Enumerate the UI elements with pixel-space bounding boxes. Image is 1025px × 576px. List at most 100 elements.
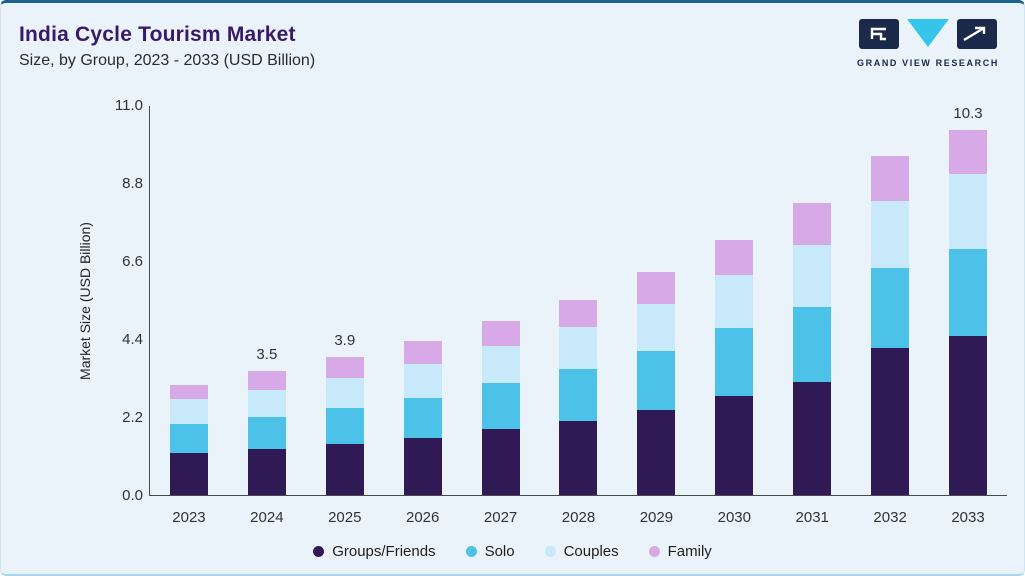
segment-family-2024: [247, 370, 286, 391]
segment-groups-friends-2024: [247, 448, 286, 495]
segment-couples-2027: [481, 346, 520, 384]
segment-couples-2033: [949, 174, 988, 249]
bar-slot-2028: 2028: [540, 106, 618, 526]
segment-couples-2025: [325, 378, 364, 409]
x-tick-2024: 2024: [250, 509, 284, 526]
bar-slot-2027: 2027: [462, 106, 540, 526]
segment-family-2031: [793, 202, 832, 245]
segment-solo-2023: [169, 424, 208, 453]
segment-groups-friends-2025: [325, 443, 364, 495]
bar-value-label-2033: 10.3: [953, 104, 983, 122]
segment-couples-2028: [559, 326, 598, 370]
y-tick-4.4: 4.4: [122, 331, 143, 348]
stacked-bar-2033: [949, 129, 988, 495]
segment-family-2032: [871, 156, 910, 201]
legend-dot-groups-friends-icon: [313, 546, 325, 557]
bar-slot-2029: 2029: [617, 106, 695, 526]
stacked-bar-2032: [871, 156, 910, 495]
bar-slot-2031: 2031: [773, 106, 851, 526]
x-tick-2026: 2026: [405, 509, 440, 526]
segment-family-2026: [403, 340, 442, 364]
segment-solo-2030: [715, 328, 754, 396]
segment-family-2023: [169, 385, 208, 400]
x-tick-2030: 2030: [717, 509, 751, 526]
stacked-bar-2024: [247, 370, 286, 495]
chart-title: India Cycle Tourism Market: [19, 23, 296, 46]
legend-dot-couples-icon: [544, 546, 556, 557]
bar-slot-2032: 2032: [851, 106, 929, 526]
bar-slot-2025: 3.9 2025: [306, 106, 384, 526]
segment-solo-2032: [871, 268, 910, 348]
legend-label-family: Family: [667, 543, 712, 560]
segment-couples-2024: [247, 390, 286, 418]
stacked-bar-2027: [481, 321, 520, 495]
segment-groups-friends-2031: [793, 381, 832, 495]
segment-couples-2032: [871, 200, 910, 269]
bar-value-label-2025: 3.9: [334, 331, 356, 349]
legend-item-couples: Couples: [544, 543, 619, 560]
logo-text: GRAND VIEW RESEARCH: [857, 58, 999, 68]
stacked-bar-2028: [559, 300, 598, 495]
stacked-bar-2031: [793, 202, 832, 495]
legend: Groups/Friends Solo Couples Family: [1, 543, 1024, 560]
chart-subtitle: Size, by Group, 2023 - 2033 (USD Billion…: [19, 52, 316, 69]
segment-couples-2029: [637, 303, 676, 352]
segment-solo-2029: [637, 351, 676, 410]
segment-solo-2031: [793, 307, 832, 382]
y-tick-2.2: 2.2: [122, 409, 143, 426]
segment-family-2028: [559, 300, 598, 327]
legend-dot-solo-icon: [465, 546, 477, 557]
bar-slot-2030: 2030: [695, 106, 773, 526]
segment-groups-friends-2029: [637, 409, 676, 495]
legend-item-groups-friends: Groups/Friends: [313, 543, 436, 560]
chart-header: India Cycle Tourism Market Size, by Grou…: [19, 23, 315, 70]
segment-couples-2031: [793, 245, 832, 307]
segment-couples-2026: [403, 363, 442, 398]
plot-area: 2023 3.5 2024 3.9 2025 2026 2027 2028 2029 2030 20…: [149, 104, 1007, 526]
segment-couples-2023: [169, 399, 208, 425]
segment-groups-friends-2027: [481, 429, 520, 495]
stacked-bar-2023: [169, 385, 208, 495]
segment-solo-2027: [481, 383, 520, 430]
gvr-logo-marks-icon: [859, 19, 997, 49]
stacked-bar-2025: [325, 356, 364, 495]
y-tick-6.6: 6.6: [122, 253, 143, 270]
stacked-bar-2029: [637, 271, 676, 495]
bar-slot-2033: 10.3 2033: [929, 104, 1007, 526]
segment-groups-friends-2026: [403, 438, 442, 495]
segment-family-2029: [637, 271, 676, 304]
x-tick-2025: 2025: [328, 509, 362, 526]
segment-solo-2028: [559, 369, 598, 421]
segment-family-2030: [715, 239, 754, 276]
bar-slot-2026: 2026: [384, 106, 462, 526]
y-tick-11.0: 11.0: [114, 97, 143, 114]
y-axis-ticks: 0.0 2.2 4.4 6.6 8.8 11.0: [97, 97, 143, 504]
bar-value-label-2024: 3.5: [256, 345, 278, 363]
stacked-bar-2026: [403, 340, 442, 495]
bar-slot-2023: 2023: [150, 106, 228, 526]
segment-family-2025: [325, 356, 364, 379]
segment-family-2033: [949, 129, 988, 175]
segment-family-2027: [481, 321, 520, 347]
x-tick-2028: 2028: [561, 509, 596, 526]
segment-solo-2025: [325, 408, 364, 444]
x-tick-2029: 2029: [639, 509, 674, 526]
bar-slot-2024: 3.5 2024: [228, 106, 306, 526]
segment-groups-friends-2032: [871, 347, 910, 495]
x-tick-2027: 2027: [483, 509, 518, 526]
y-tick-8.8: 8.8: [122, 175, 143, 192]
segment-solo-2026: [403, 397, 442, 439]
segment-groups-friends-2028: [559, 420, 598, 495]
legend-item-solo: Solo: [465, 543, 515, 560]
legend-label-solo: Solo: [484, 543, 515, 560]
y-axis-title: Market Size (USD Billion): [77, 222, 93, 380]
legend-label-groups-friends: Groups/Friends: [332, 543, 436, 560]
segment-groups-friends-2033: [949, 335, 988, 495]
x-tick-2031: 2031: [795, 509, 829, 526]
x-tick-2032: 2032: [873, 509, 907, 526]
segment-solo-2033: [949, 248, 988, 336]
x-tick-2033: 2033: [951, 509, 985, 526]
legend-dot-family-icon: [648, 546, 660, 557]
segment-groups-friends-2030: [715, 395, 754, 495]
